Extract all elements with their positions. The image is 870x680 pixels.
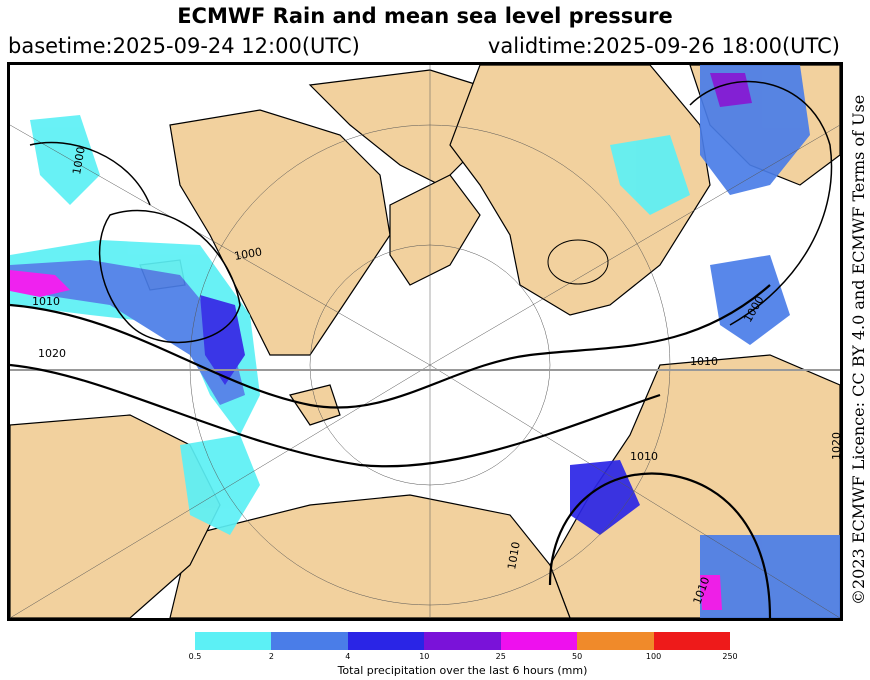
isobar-1000-west [29,141,151,206]
colorbar-tick: 100 [645,652,662,661]
rain-siberia-2 [700,535,840,618]
colorbar-tick: 10 [419,652,430,661]
colorbar-tick: 2 [268,652,274,661]
colorbar-ticks: 0.5 2 4 10 25 50 100 250 [189,652,738,664]
isobar-1000-alaska [689,80,833,326]
basetime-label: basetime:2025-09-24 12:00(UTC) [8,34,360,58]
lat-lon-grid [10,65,840,618]
siberia-west [169,494,571,618]
isobar-label: 1010 [630,450,658,463]
colorbar-tick: 250 [722,652,738,661]
isobar-1000-greenland-low [98,209,241,344]
colorbar-segment [424,632,501,650]
rain-siberia-3 [700,575,722,610]
rain-scatter-2 [610,135,690,215]
north-america [449,65,711,316]
precipitation-areas [10,65,840,618]
colorbar-segment [195,632,272,650]
map-panel: 1010 1000 1010 1020 1000 1010 1010 1010 … [7,62,843,621]
validtime-label: validtime:2025-09-26 18:00(UTC) [487,34,840,58]
polar-map: 1010 1000 1010 1020 1000 1010 1010 1010 … [10,65,840,618]
colorbar-tick: 0.5 [188,652,202,661]
colorbar-label: Total precipitation over the last 6 hour… [337,664,588,677]
map-title: ECMWF Rain and mean sea level pressure [177,4,673,28]
isobar-label: 1000 [70,146,88,176]
greenland [169,109,391,356]
colorbar-tick: 4 [345,652,351,661]
rain-extreme-west [10,270,70,297]
colorbar-tick: 50 [572,652,583,661]
scandinavia [10,414,221,618]
precip-colorbar [195,632,730,650]
colorbar-segment [271,632,348,650]
isobar-label: 1010 [690,355,718,368]
isobar-label: 1020 [830,432,840,460]
colorbar-segment [577,632,654,650]
colorbar-tick: 25 [495,652,506,661]
rain-europe [180,435,260,535]
isobar-label: 1000 [233,245,263,263]
isobar-1020 [10,363,661,468]
licence-credit: ©2023 ECMWF Licence: CC BY 4.0 and ECMWF… [849,94,868,605]
colorbar-segment [653,632,730,650]
colorbar-segment [500,632,578,650]
isobar-1010-siberia [548,472,772,618]
isobar-label: 1020 [38,347,66,360]
isobar-1010-north [10,284,771,409]
rain-band-atlantic-core [10,260,245,405]
colorbar-segment [347,632,425,650]
rain-scatter-1 [30,115,100,205]
isobar-1010-central [547,239,609,285]
baffin-island [389,174,481,286]
isobar-label: 1010 [32,295,60,308]
isobars [10,80,833,618]
isobar-label: 1010 [505,541,523,571]
